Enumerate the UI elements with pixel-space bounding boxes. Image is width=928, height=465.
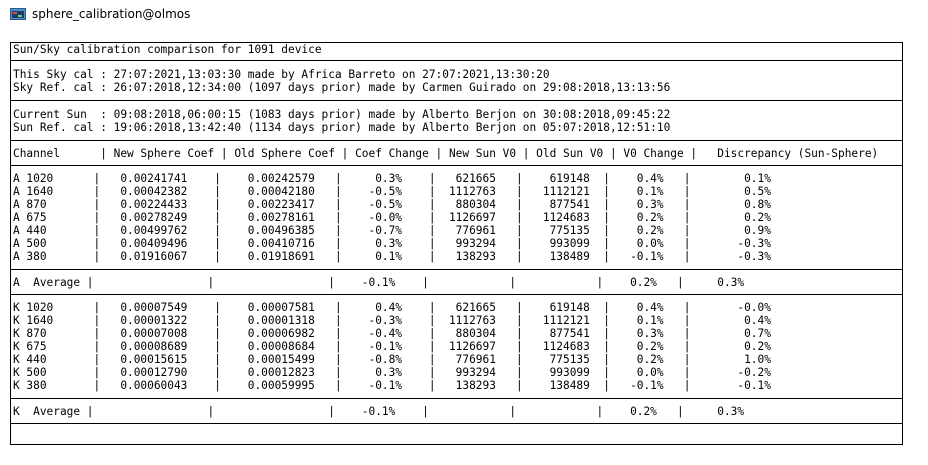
k-average-row: K Average | | | -0.1% | | | 0.2% | 0.3% <box>13 405 745 418</box>
divider <box>11 60 902 61</box>
table-header: Channel | New Sphere Coef | Old Sphere C… <box>13 147 879 160</box>
sky-cal-line: This Sky cal : 27:07:2021,13:03:30 made … <box>13 68 550 81</box>
table-row: K 380 | 0.00060043 | 0.00059995 | -0.1% … <box>13 379 771 392</box>
table-row: K 500 | 0.00012790 | 0.00012823 | 0.3% |… <box>13 366 771 379</box>
table-row: K 675 | 0.00008689 | 0.00008684 | -0.1% … <box>13 340 771 353</box>
table-row: A 1640 | 0.00042382 | 0.00042180 | -0.5%… <box>13 185 771 198</box>
sky-ref-cal-line: Sky Ref. cal : 26:07:2018,12:34:00 (1097… <box>13 81 671 94</box>
divider <box>11 140 902 141</box>
divider <box>11 100 902 101</box>
divider <box>11 423 902 424</box>
sun-ref-cal-line: Sun Ref. cal : 19:06:2018,13:42:40 (1134… <box>13 121 671 134</box>
table-row: K 440 | 0.00015615 | 0.00015499 | -0.8% … <box>13 353 771 366</box>
a-average-row: A Average | | | -0.1% | | | 0.2% | 0.3% <box>13 276 745 289</box>
divider <box>11 398 902 399</box>
table-row: A 1020 | 0.00241741 | 0.00242579 | 0.3% … <box>13 172 771 185</box>
window-titlebar[interactable]: sphere_calibration@olmos <box>0 0 928 30</box>
table-row: K 870 | 0.00007008 | 0.00006982 | -0.4% … <box>13 327 771 340</box>
table-row: A 380 | 0.01916067 | 0.01918691 | 0.1% |… <box>13 250 771 263</box>
report-heading: Sun/Sky calibration comparison for 1091 … <box>13 43 322 56</box>
table-row: A 870 | 0.00224433 | 0.00223417 | -0.5% … <box>13 198 771 211</box>
report-panel: Sun/Sky calibration comparison for 1091 … <box>10 42 903 445</box>
table-row: K 1640 | 0.00001322 | 0.00001318 | -0.3%… <box>13 314 771 327</box>
table-row: K 1020 | 0.00007549 | 0.00007581 | 0.4% … <box>13 301 771 314</box>
divider <box>11 165 902 166</box>
terminal-app-icon <box>10 8 26 20</box>
divider <box>11 269 902 270</box>
divider <box>11 294 902 295</box>
table-row: A 440 | 0.00499762 | 0.00496385 | -0.7% … <box>13 224 771 237</box>
table-row: A 500 | 0.00409496 | 0.00410716 | 0.3% |… <box>13 237 771 250</box>
window-title: sphere_calibration@olmos <box>32 7 191 21</box>
current-sun-line: Current Sun : 09:08:2018,06:00:15 (1083 … <box>13 108 671 121</box>
table-row: A 675 | 0.00278249 | 0.00278161 | -0.0% … <box>13 211 771 224</box>
